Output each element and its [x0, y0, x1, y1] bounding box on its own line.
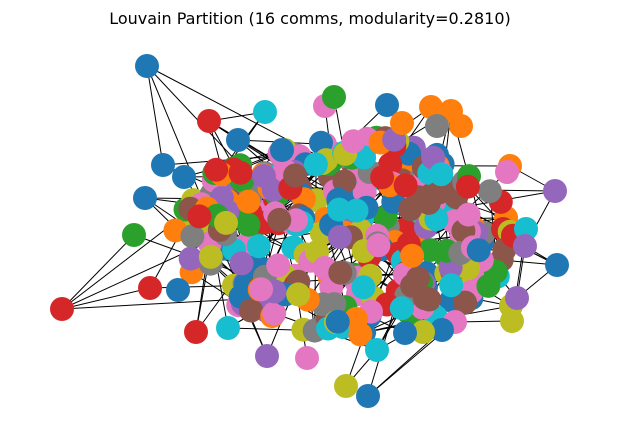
graph-node: [284, 208, 308, 233]
graph-node: [543, 179, 567, 203]
graph-node: [229, 251, 254, 276]
graph-node: [251, 164, 276, 188]
graph-node: [430, 318, 454, 342]
graph-node: [187, 204, 212, 229]
graph-node: [322, 85, 346, 109]
graph-edge: [149, 285, 235, 289]
graph-node: [267, 207, 292, 232]
graph-edge: [61, 234, 135, 310]
graph-node: [249, 277, 274, 302]
graph-node: [198, 244, 223, 269]
graph-node: [425, 114, 449, 138]
graph-node: [427, 180, 451, 205]
graph-node: [216, 316, 240, 340]
graph-node: [172, 165, 196, 189]
node-layer: [50, 54, 569, 408]
graph-node: [122, 223, 146, 247]
graph-node: [228, 160, 253, 185]
graph-node: [505, 286, 529, 310]
graph-node: [341, 129, 366, 154]
graph-node: [429, 162, 454, 187]
graph-node: [303, 152, 328, 177]
graph-node: [166, 278, 190, 302]
graph-node: [439, 273, 464, 298]
graph-node: [344, 306, 369, 331]
graph-node: [133, 186, 157, 210]
graph-node: [389, 296, 414, 321]
graph-node: [370, 165, 395, 190]
graph-node: [453, 290, 478, 315]
graph-node: [286, 282, 311, 307]
graph-node: [455, 174, 480, 199]
graph-node: [466, 238, 491, 263]
graph-node: [178, 246, 203, 271]
graph-node: [295, 346, 319, 370]
graph-node: [255, 344, 279, 368]
graph-node: [226, 128, 250, 152]
graph-node: [327, 197, 352, 222]
graph-node: [356, 384, 380, 408]
graph-node: [283, 163, 308, 188]
graph-node: [253, 100, 277, 124]
graph-node: [236, 189, 261, 214]
graph-node: [351, 275, 376, 300]
graph-node: [328, 260, 353, 285]
graph-node: [334, 374, 358, 398]
graph-node: [417, 287, 442, 312]
graph-node: [325, 309, 350, 334]
graph-node: [151, 153, 175, 177]
graph-node: [449, 114, 473, 138]
graph-edge: [61, 287, 151, 310]
graph-node: [393, 173, 418, 198]
graph-node: [135, 54, 159, 78]
figure-title: Louvain Partition (16 comms, modularity=…: [109, 9, 511, 28]
graph-node: [184, 320, 208, 344]
graph-node: [390, 111, 414, 135]
graph-node: [270, 138, 294, 162]
graph-node: [50, 297, 74, 321]
graph-node: [456, 202, 481, 227]
graph-node: [366, 233, 391, 258]
graph-node: [328, 225, 352, 249]
graph-node: [214, 210, 238, 235]
graph-node: [513, 234, 537, 258]
graph-node: [266, 253, 291, 278]
graph-node: [138, 276, 162, 300]
graph-node: [419, 95, 443, 119]
graph-node: [262, 301, 287, 326]
graph-node: [411, 320, 435, 344]
graph-edge: [146, 65, 241, 166]
graph-node: [180, 224, 205, 249]
graph-node: [393, 321, 417, 345]
graph-node: [476, 273, 501, 298]
graph-node: [400, 273, 425, 298]
graph-edge: [146, 65, 164, 166]
graph-node: [246, 234, 271, 259]
graph-node: [495, 160, 519, 184]
graph-node: [365, 338, 389, 362]
graph-node: [197, 109, 221, 133]
graph-node: [514, 217, 538, 241]
graph-node: [375, 93, 399, 117]
graph-node: [400, 243, 425, 268]
graph-node: [332, 169, 357, 194]
graph-node: [344, 198, 369, 223]
graph-node: [477, 179, 502, 204]
graph-node: [204, 157, 229, 182]
graph-node: [236, 212, 261, 237]
graph-node: [545, 253, 569, 277]
graph-node: [239, 298, 263, 323]
